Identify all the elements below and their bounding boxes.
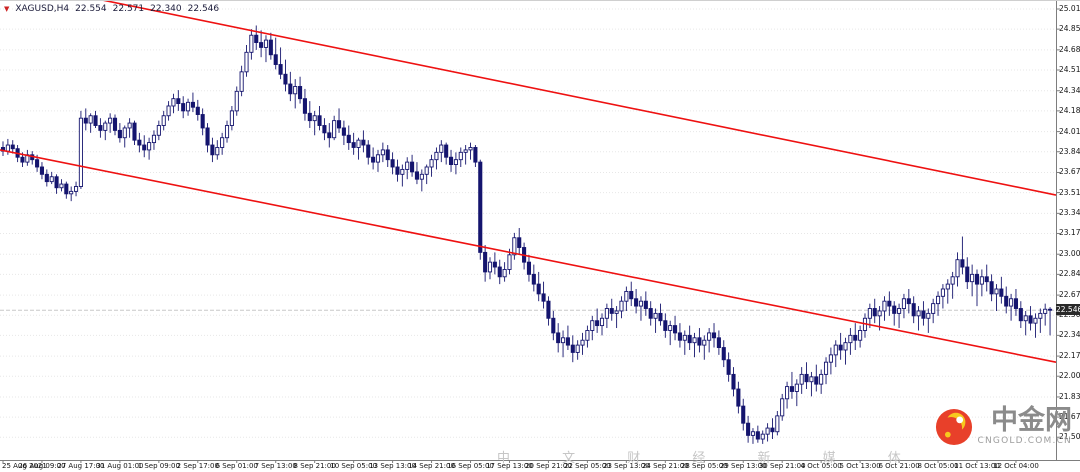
time-tick-label: 6 Sep 01:00 (215, 462, 258, 470)
channel-upper-line[interactable] (0, 1, 1057, 196)
time-tick-label: 30 Sep 21:00 (758, 462, 806, 470)
price-tick-label: 24.010 (1059, 126, 1080, 136)
time-tick-label: 20 Sep 21:00 (525, 462, 572, 470)
time-tick-label: 23 Sep 13:00 (602, 462, 650, 470)
time-tick-label: 7 Sep 13:00 (254, 462, 297, 470)
time-tick-label: 27 Aug 17:00 (57, 462, 105, 470)
open-value: 22.554 (75, 4, 107, 14)
time-tick-label: 8 Sep 21:00 (293, 462, 336, 470)
time-tick-label: 26 Aug 09:00 (18, 462, 66, 470)
time-tick-label: 5 Oct 13:00 (839, 462, 881, 470)
cngold-logo: 中金网 CNGOLD.COM.CN (935, 405, 1072, 446)
time-tick-label: 12 Oct 04:00 (993, 462, 1039, 470)
site-watermark: 中 文 财 经 新 媒 体 (497, 451, 925, 466)
price-direction-icon: ▼ (4, 5, 10, 13)
price-tick-label: 22.340 (1059, 330, 1080, 340)
time-tick-label: 8 Oct 05:00 (917, 462, 959, 470)
time-tick-label: 22 Sep 05:00 (564, 462, 611, 470)
price-tick-label: 23.845 (1059, 146, 1080, 156)
time-tick-label: 16 Sep 05:00 (447, 462, 494, 470)
price-tick-label: 24.345 (1059, 85, 1080, 95)
time-tick-label: 10 Sep 05:00 (330, 462, 377, 470)
logo-subtitle: CNGOLD.COM.CN (977, 436, 1072, 446)
time-tick-label: 2 Sep 17:00 (176, 462, 219, 470)
candlestick-series (0, 25, 1053, 444)
price-tick-label: 21.670 (1059, 412, 1080, 422)
close-value: 22.546 (187, 4, 220, 14)
price-tick-label: 24.515 (1059, 65, 1080, 74)
symbol-label: XAGUSD,H4 (15, 4, 70, 14)
price-tick-label: 23.005 (1059, 249, 1080, 259)
time-tick-label: 6 Oct 21:00 (878, 462, 920, 470)
price-tick-label: 22.670 (1059, 290, 1080, 300)
price-tick-label: 22.005 (1059, 371, 1080, 381)
price-tick-label: 25.015 (1059, 4, 1080, 13)
time-tick-label: 24 Sep 21:00 (641, 462, 689, 470)
time-tick-label: 29 Sep 13:00 (719, 462, 767, 470)
price-tick-label: 23.340 (1059, 208, 1080, 218)
time-tick-label: 25 Aug 2021 (2, 462, 47, 470)
symbol-info-bar: ▼ XAGUSD,H4 22.554 22.571 22.340 22.546 (4, 4, 219, 14)
time-tick-label: 31 Aug 01:00 (96, 462, 144, 470)
logo-title: 中金网 (991, 405, 1072, 436)
price-tick-label: 21.835 (1059, 391, 1080, 401)
price-tick-label: 24.180 (1059, 105, 1080, 115)
time-tick-label: 17 Sep 13:00 (486, 462, 533, 470)
trend-channel[interactable] (0, 1, 1057, 363)
time-axis[interactable]: 25 Aug 2021 26 Aug 09:00 27 Aug 17:00 31 Au… (0, 462, 1056, 472)
channel-lower-line[interactable] (0, 149, 1057, 363)
time-tick-label: 13 Sep 13:00 (369, 462, 416, 470)
price-tick-label: 22.170 (1059, 351, 1080, 361)
price-tick-label: 23.675 (1059, 167, 1080, 177)
time-tick-label: 28 Sep 05:00 (680, 462, 728, 470)
price-tick-label: 24.680 (1059, 44, 1080, 54)
price-tick-label: 22.840 (1059, 269, 1080, 279)
bid-price-tag: 22.546 (1056, 304, 1080, 316)
time-tick-label: 4 Oct 05:00 (800, 462, 842, 470)
price-tick-label: 23.510 (1059, 187, 1080, 197)
price-tick-label: 24.850 (1059, 24, 1080, 34)
cngold-logo-icon (935, 408, 972, 445)
grid-lines (0, 8, 1056, 438)
low-value: 22.340 (150, 4, 182, 14)
time-tick-label: 1 Sep 09:00 (137, 462, 180, 470)
price-tick-label: 23.175 (1059, 228, 1080, 238)
price-axis[interactable]: 25.015 24.850 24.680 24.515 24.345 24.180 24.0… (1058, 1, 1080, 460)
time-tick-label: 14 Sep 21:00 (408, 462, 455, 470)
time-tick-label: 11 Oct 13:00 (954, 462, 1000, 470)
price-tick-label: 21.505 (1059, 432, 1080, 442)
high-value: 22.571 (112, 4, 145, 14)
